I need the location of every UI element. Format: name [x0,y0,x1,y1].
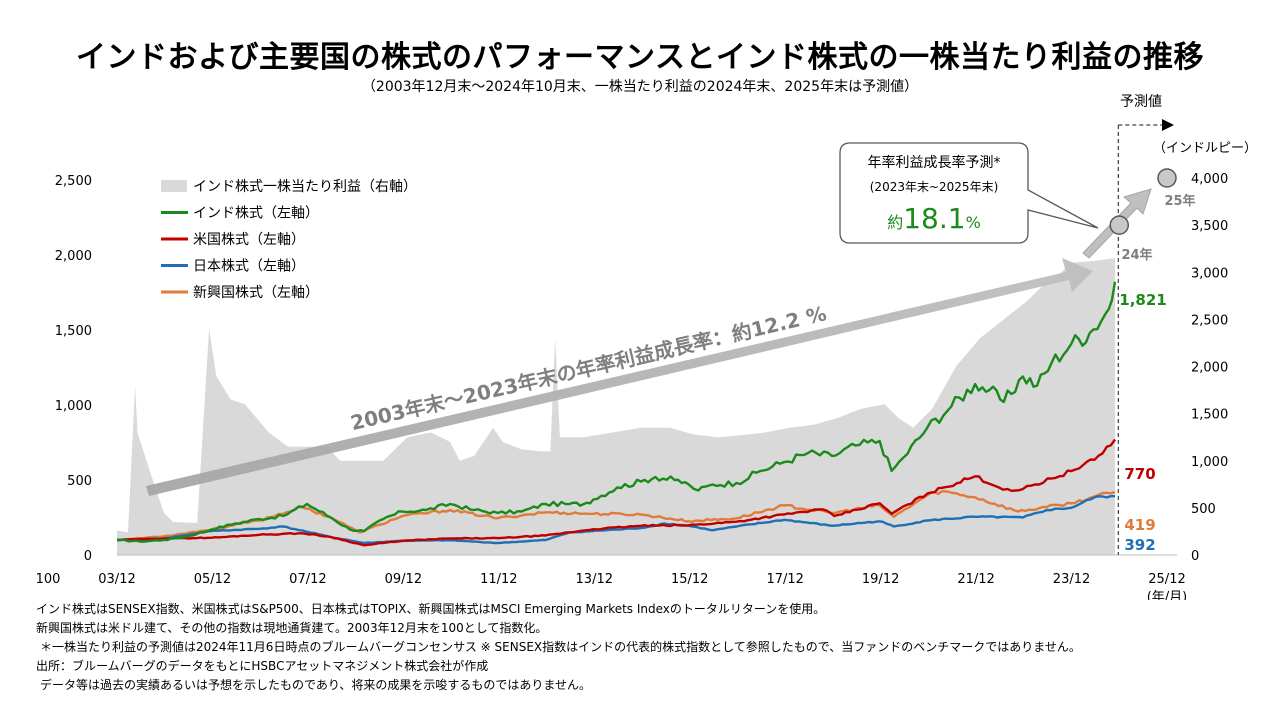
em-end-label: 419 [1124,516,1155,534]
footnote-line: データ等は過去の実績あるいは予想を示したものであり、将来の成果を示唆するものでは… [40,678,592,692]
right-tick-label: 2,500 [1191,313,1228,328]
left-tick-label: 0 [84,549,92,564]
footnotes: インド株式はSENSEX指数、米国株式はS&P500、日本株式はTOPIX、新興… [36,600,1081,695]
right-tick-label: 1,000 [1191,455,1228,470]
legend-label: 日本株式（左軸） [193,259,305,275]
x-tick-label: 25/12 [1148,572,1185,587]
callout-prefix: 約 [887,213,903,232]
x-tick-label: 23/12 [1053,572,1090,587]
japan-end-label: 392 [1124,536,1155,554]
left-tick-label: 500 [67,474,92,489]
legend-label: 米国株式（左軸） [193,232,305,248]
x-tick-label: 15/12 [671,572,708,587]
right-axis-unit: （インドルピー） [1153,141,1257,156]
callout-line2: (2023年末~2025年末) [870,180,999,194]
callout-number: 18.1 [903,202,965,235]
legend-label: 新興国株式（左軸） [193,285,319,301]
series-line [116,495,1115,545]
chart-title: インドおよび主要国の株式のパフォーマンスとインド株式の一株当たり利益の推移 [76,40,1204,75]
left-axis-bottom-label: 100 [36,572,61,587]
series-line [117,438,1116,547]
chart: 0 500 1,000 1,500 2,000 2,500 100 0 500 1,000 1,50… [36,94,1257,600]
series-line [116,490,1116,542]
growth-arrow-text: 2003年末～2023年末の年率利益成長率：約12.2 % [348,301,828,435]
x-tick-label: 09/12 [385,572,422,587]
forecast-arrow-head [1162,119,1174,131]
right-tick-label: 500 [1191,502,1216,517]
footnote-line: インド株式はSENSEX指数、米国株式はS&P500、日本株式はTOPIX、新興… [36,602,826,616]
eps-forecast-marker [1109,215,1130,235]
x-tick-label: 05/12 [194,572,231,587]
footnote-line: 新興国株式は米ドル建て、その他の指数は現地通貨建て。2003年12月末を100と… [36,621,548,635]
footnote-line: 出所：ブルームバーグのデータをもとにHSBCアセットマネジメント株式会社が作成 [36,659,489,673]
footnote-line: ＊一株当たり利益の予測値は2024年11月6日時点のブルームバーグコンセンサス … [40,640,1081,654]
eps-25-label: 25年 [1164,193,1195,209]
us-end-label: 770 [1124,465,1155,483]
x-tick-label: 17/12 [766,572,803,587]
x-tick-label: 03/12 [98,572,135,587]
left-tick-label: 1,500 [55,324,92,339]
series-line [116,281,1117,543]
eps-forecast-marker [1157,168,1177,188]
right-tick-label: 2,000 [1191,361,1228,376]
x-axis-unit: (年/月) [1147,590,1188,600]
callout-line1: 年率利益成長率予測* [868,154,1001,171]
legend-label: インド株式一株当たり利益（右軸） [193,179,417,195]
forecast-label: 予測値 [1120,94,1162,110]
india-end-label: 1,821 [1119,291,1166,309]
right-tick-label: 3,000 [1191,266,1228,281]
legend-label: インド株式（左軸） [193,206,319,222]
right-tick-label: 1,500 [1191,408,1228,423]
x-tick-label: 19/12 [862,572,899,587]
callout-box [839,142,1099,244]
left-tick-label: 2,500 [55,174,92,189]
eps-24-label: 24年 [1121,247,1152,263]
x-tick-label: 11/12 [480,572,517,587]
growth-arrow [146,258,1093,496]
callout-suffix: % [966,213,981,232]
x-tick-label: 21/12 [957,572,994,587]
callout-value: 約18.1% [887,202,981,235]
chart-subtitle: （2003年12月末～2024年10月末、一株当たり利益の2024年末、2025… [361,79,919,95]
eps-area [117,258,1115,555]
x-tick-label: 07/12 [289,572,326,587]
x-tick-label: 13/12 [576,572,613,587]
right-tick-label: 3,500 [1191,219,1228,234]
left-tick-label: 2,000 [55,249,92,264]
right-tick-label: 0 [1191,549,1199,564]
right-tick-label: 4,000 [1191,172,1228,187]
legend-swatch [161,180,187,192]
left-tick-label: 1,000 [55,399,92,414]
